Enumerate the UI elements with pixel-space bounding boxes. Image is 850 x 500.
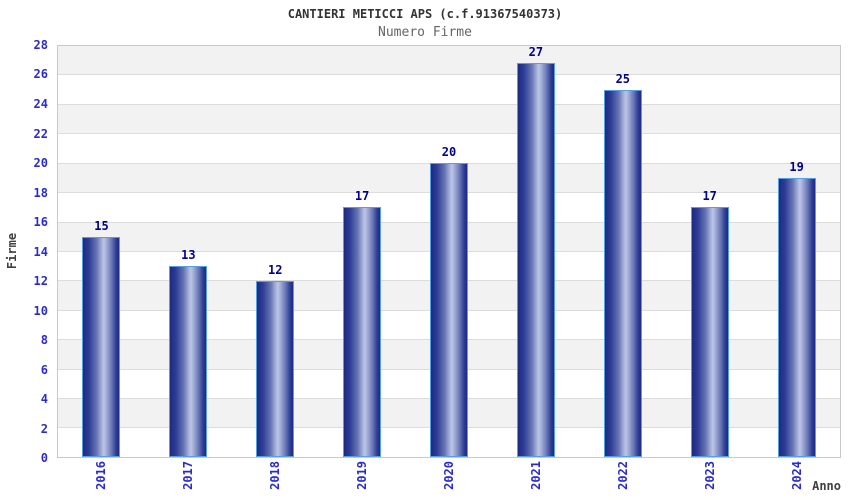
bar-value-label: 13 [181,248,196,263]
bar-value-label: 17 [702,189,717,204]
y-tick-label: 6 [40,362,48,377]
y-tick-label: 10 [33,303,48,318]
bar-2024 [777,178,816,457]
bar-value-label: 15 [94,218,109,233]
plot-band [58,134,840,164]
bar-value-label: 20 [441,145,457,160]
bar-slot-2020: 20 [406,46,493,457]
bar-slot-2019: 17 [319,46,406,457]
bar-2023 [690,207,729,457]
bar-2020 [430,163,468,457]
y-tick-label: 12 [33,273,48,288]
plot-band [58,104,840,135]
bar-value-label: 27 [528,45,544,59]
bar-slot-2017: 13 [145,46,232,457]
bar-value-label: 19 [789,160,804,175]
bar-value-label: 12 [268,262,283,277]
x-axis-title: Anno [812,479,841,493]
bar-slot-2023: 17 [666,46,753,457]
x-tick-label: 2018 [267,461,282,490]
x-tick-slot: 2020 [405,461,492,499]
x-tick-label: 2019 [354,461,369,490]
x-tick-label: 2021 [529,461,544,490]
bar-value-label: 17 [354,189,370,204]
bar-slot-2021: 27 [492,46,579,457]
plot-area: 15 13 12 17 20 27 25 17 19 [57,45,841,458]
x-tick-label: 2023 [703,461,718,490]
x-tick-slot: 2022 [580,461,667,499]
bar-2019 [343,207,382,457]
y-tick-label: 28 [33,38,48,52]
bar-2016 [82,236,121,457]
chart-title: CANTIERI METICCI APS (c.f.91367540373) [287,7,563,21]
bar-2021 [516,63,555,457]
x-tick-slot: 2021 [493,461,580,499]
bar-2018 [256,280,295,457]
x-tick-slot: 2019 [318,461,405,499]
x-tick-label: 2020 [441,461,456,490]
x-tick-slot: 2023 [667,461,754,499]
plot-band [58,46,840,76]
bars: 15 13 12 17 20 27 25 17 19 [58,46,840,457]
x-tick-slot: 2017 [144,461,231,499]
bar-slot-2022: 25 [579,46,666,457]
x-tick-label: 2022 [616,461,631,490]
plot-band [58,75,840,105]
y-axis-tick-labels: 0 2 4 6 8 10 12 14 16 18 20 22 24 26 28 [0,39,48,464]
y-tick-label: 26 [33,67,48,82]
y-tick-label: 2 [40,421,48,436]
y-tick-label: 20 [33,155,48,170]
bar-2022 [603,90,642,457]
y-tick-label: 8 [40,333,48,347]
bar-2017 [169,266,208,457]
y-tick-label: 24 [33,96,48,111]
bar-slot-2024: 19 [753,46,840,457]
x-tick-label: 2016 [93,461,108,490]
y-tick-label: 0 [40,451,48,465]
y-tick-label: 14 [33,244,48,259]
x-tick-slot: 2016 [57,461,144,499]
x-tick-label: 2024 [790,461,805,490]
y-tick-label: 18 [33,185,48,200]
x-tick-slot: 2018 [231,461,318,499]
bar-slot-2016: 15 [58,46,145,457]
y-tick-label: 4 [40,392,48,406]
y-tick-label: 22 [33,126,48,141]
y-tick-label: 16 [33,215,48,229]
bar-value-label: 25 [615,72,631,87]
x-tick-label: 2017 [180,461,195,490]
chart-subtitle: Numero Firme [378,25,472,40]
x-axis-tick-labels: 2016 2017 2018 2019 2020 2021 2022 2023 2024 [57,461,841,499]
bar-slot-2018: 12 [232,46,319,457]
